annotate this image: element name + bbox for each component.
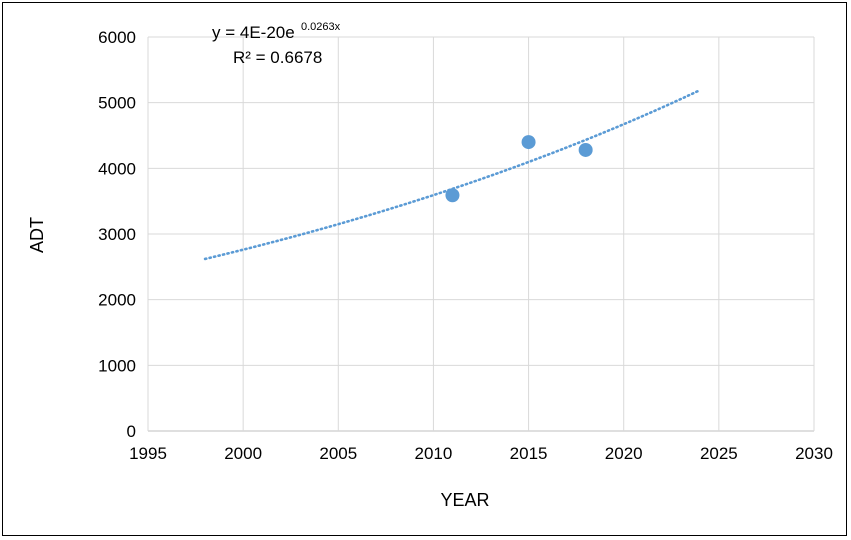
y-tick-label: 2000	[98, 291, 136, 310]
y-tick-label: 6000	[98, 28, 136, 47]
x-axis-title: YEAR	[440, 490, 489, 510]
data-point	[578, 142, 593, 157]
r-squared-label: R² = 0.6678	[233, 48, 322, 67]
gridlines	[147, 36, 815, 432]
x-tick-label: 1995	[129, 444, 167, 463]
x-tick-label: 2015	[510, 444, 548, 463]
x-tick-label: 2010	[415, 444, 453, 463]
data-point	[521, 135, 536, 150]
x-tick-label: 2020	[605, 444, 643, 463]
data-point	[445, 188, 460, 203]
y-tick-label: 0	[127, 422, 136, 441]
x-axis-ticks: 1995 2000 2005 2010 2015 2020 2025 2030	[129, 444, 833, 463]
x-tick-label: 2000	[224, 444, 262, 463]
trendline-equation-exponent: 0.0263x	[301, 21, 341, 33]
data-points	[445, 135, 593, 203]
x-tick-label: 2005	[319, 444, 357, 463]
y-tick-label: 4000	[98, 159, 136, 178]
y-axis-title: ADT	[27, 217, 47, 253]
trendline-equation: y = 4E-20e	[212, 23, 295, 42]
x-tick-label: 2025	[700, 444, 738, 463]
x-tick-label: 2030	[795, 444, 833, 463]
y-tick-label: 1000	[98, 356, 136, 375]
y-tick-label: 3000	[98, 225, 136, 244]
y-tick-label: 5000	[98, 94, 136, 113]
y-axis-ticks: 0 1000 2000 3000 4000 5000 6000	[98, 28, 136, 441]
scatter-chart: 1995 2000 2005 2010 2015 2020 2025 2030 0 1000 20…	[27, 21, 833, 510]
